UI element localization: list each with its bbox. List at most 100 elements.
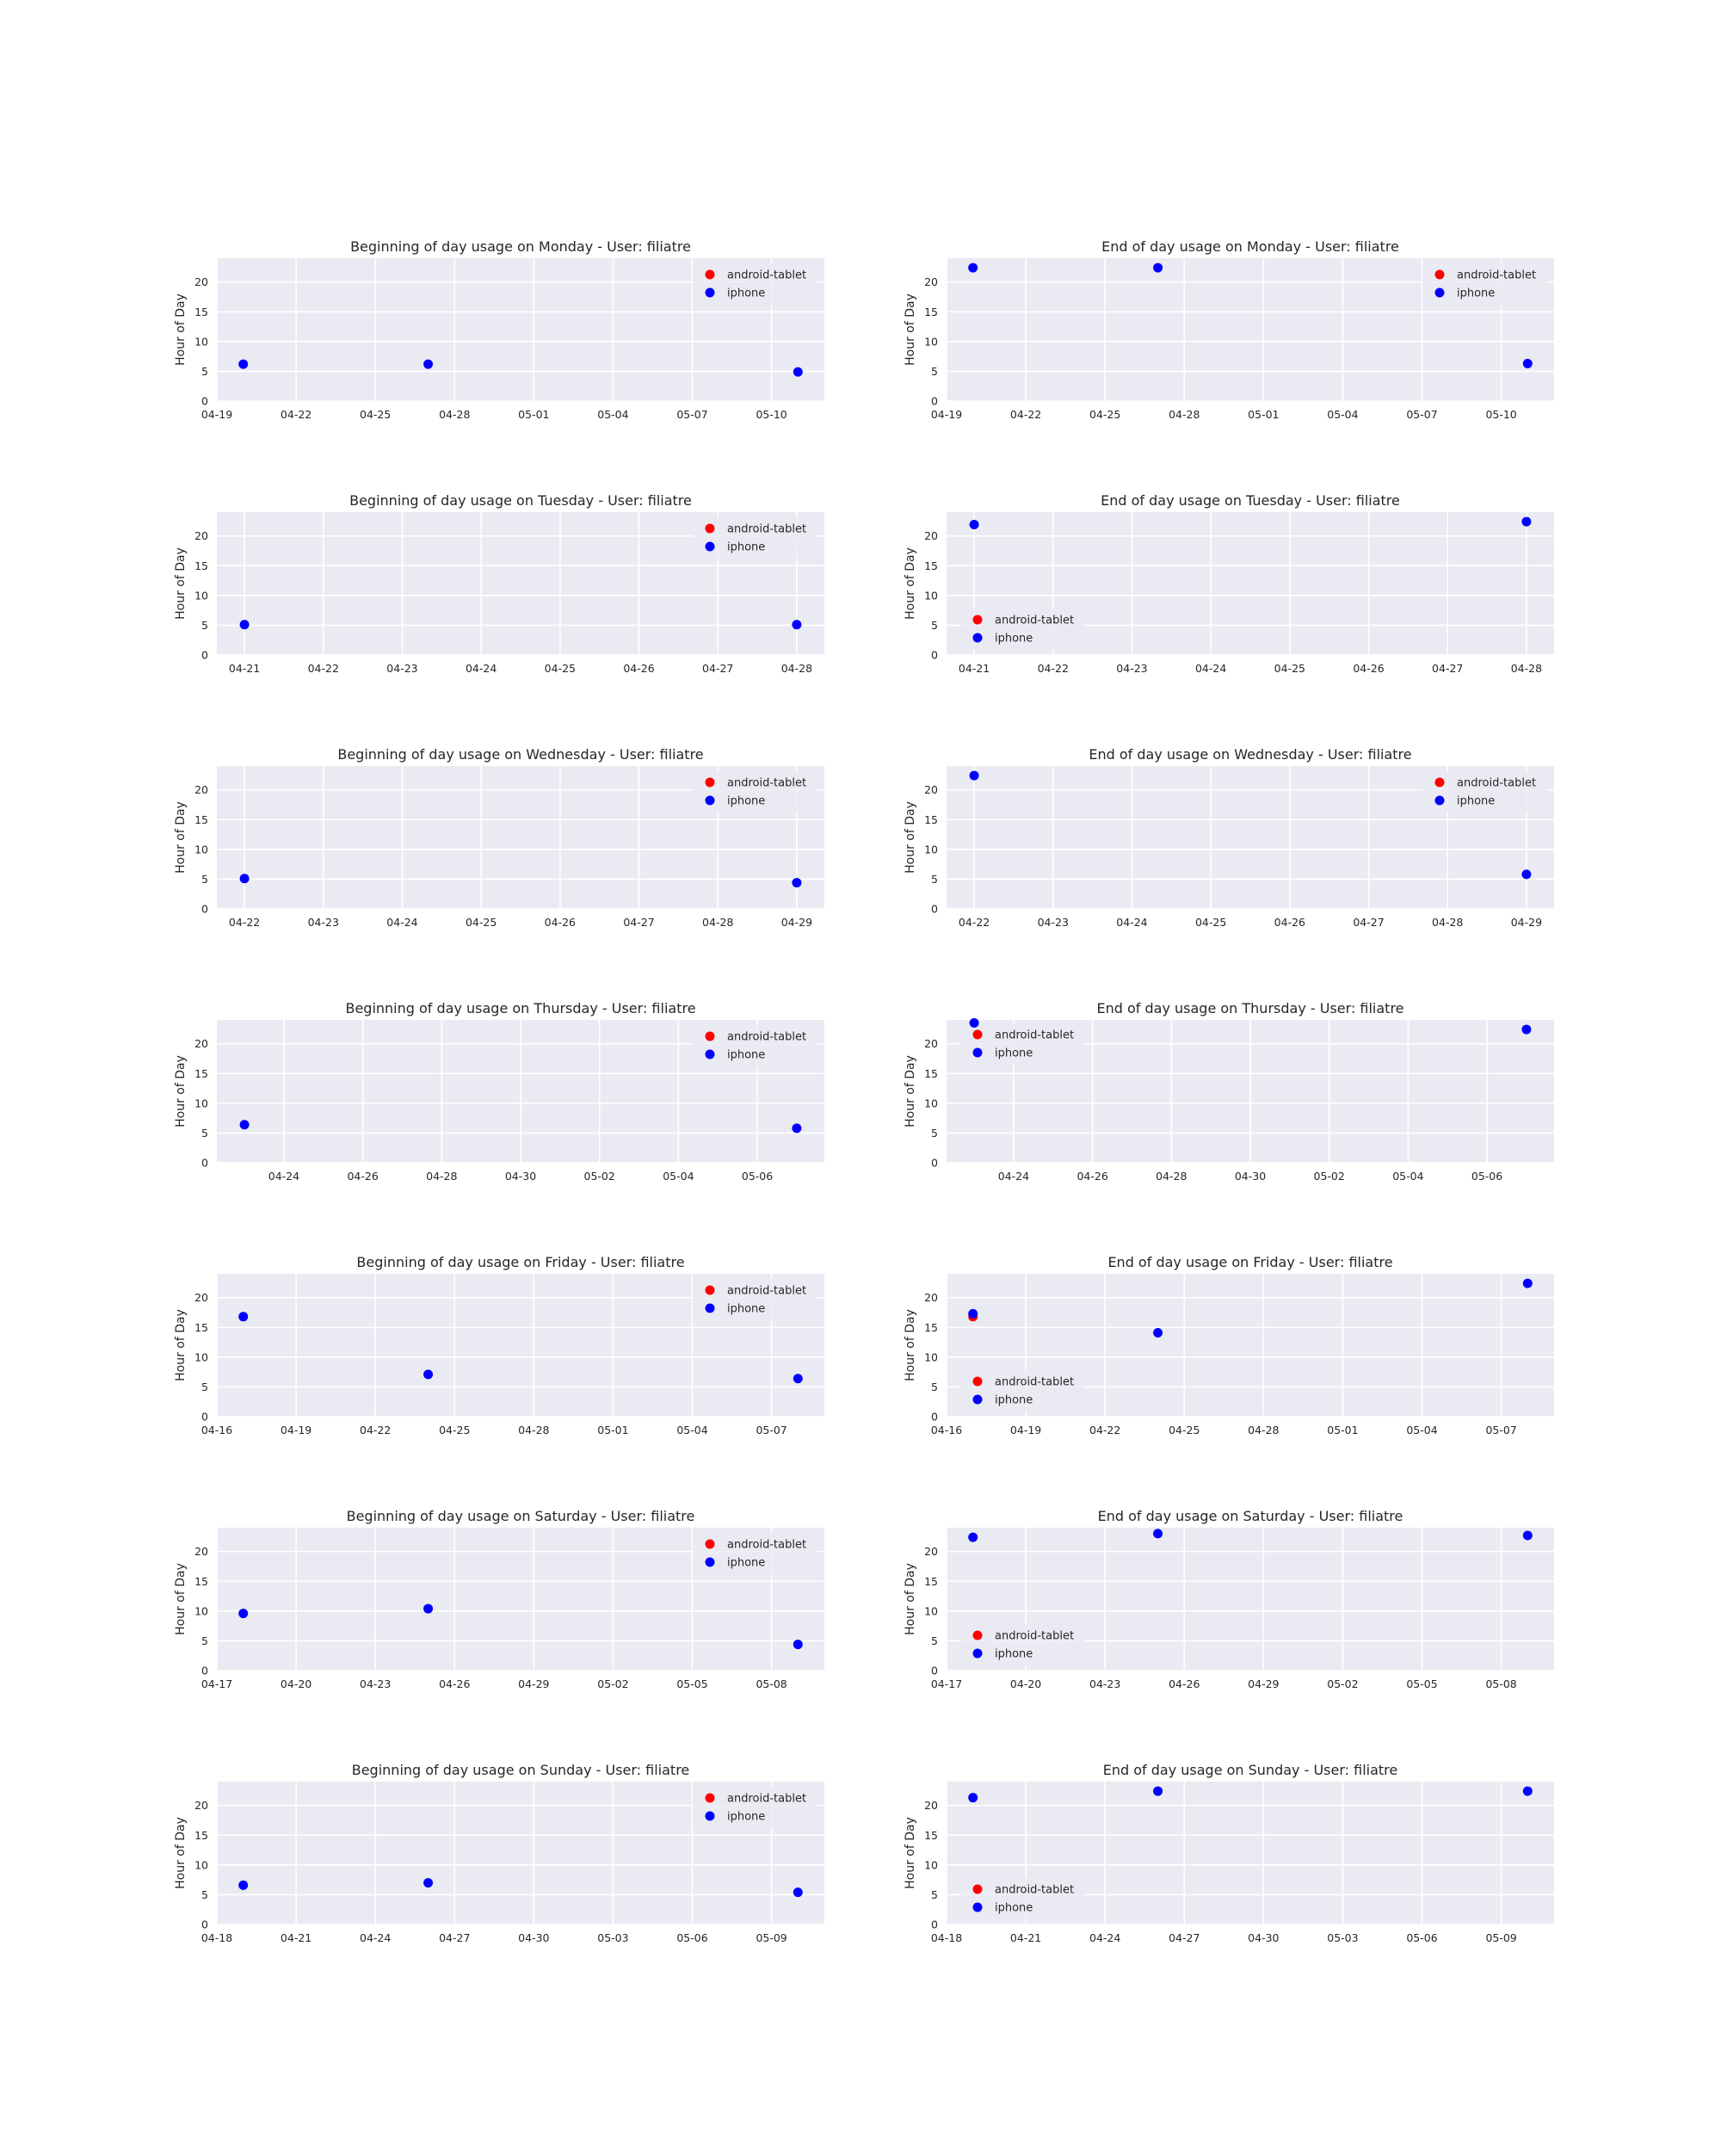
x-tick-label: 04-21 [959,662,990,675]
x-tick-label: 04-30 [505,1170,536,1183]
x-tick-label: 04-24 [386,916,417,929]
y-tick-label: 5 [931,873,938,886]
subplot-title: End of day usage on Thursday - User: fil… [1096,1000,1403,1016]
legend-label-android-tablet: android-tablet [727,1285,806,1298]
x-tick-label: 05-06 [1471,1170,1502,1183]
legend-box [693,1533,817,1574]
x-tick-label: 04-29 [518,1677,549,1690]
y-tick-label: 5 [201,1634,208,1647]
x-tick-label: 04-26 [623,662,654,675]
point-iphone [793,1640,803,1650]
y-tick-label: 15 [924,1829,938,1842]
y-tick-label: 10 [924,843,938,856]
y-tick-label: 0 [931,1665,938,1677]
x-tick-label: 04-26 [347,1170,378,1183]
x-tick-label: 04-25 [1274,662,1305,675]
legend-marker-iphone [705,1557,715,1567]
point-iphone [1522,1278,1533,1288]
x-tick-label: 04-18 [931,1931,962,1944]
x-tick-label: 05-09 [1485,1931,1516,1944]
x-tick-label: 04-22 [360,1424,391,1436]
point-iphone [793,1374,803,1384]
y-tick-label: 15 [924,813,938,826]
legend-label-iphone: iphone [727,1557,765,1570]
legend-box [693,263,817,305]
x-tick-label: 04-19 [1010,1424,1041,1436]
x-tick-label: 04-29 [781,916,812,929]
x-tick-label: 05-02 [1314,1170,1345,1183]
y-tick-label: 20 [924,1799,938,1812]
x-tick-label: 04-26 [1353,662,1384,675]
x-tick-label: 04-16 [201,1424,232,1436]
y-tick-label: 0 [931,649,938,662]
x-tick-label: 05-04 [676,1424,707,1436]
x-tick-label: 04-26 [439,1677,470,1690]
legend-label-iphone: iphone [1457,795,1495,808]
legend-box [1422,771,1547,812]
x-tick-label: 04-25 [1195,916,1226,929]
y-tick-label: 20 [194,1291,208,1304]
subplot-title: Beginning of day usage on Friday - User:… [356,1254,684,1270]
y-tick-label: 10 [194,335,208,348]
point-iphone [793,1887,803,1898]
x-tick-label: 04-25 [1169,1424,1200,1436]
y-axis-label: Hour of Day [174,293,188,366]
y-tick-label: 10 [194,1350,208,1363]
y-tick-label: 15 [924,306,938,318]
y-tick-label: 20 [194,1799,208,1812]
x-tick-label: 04-27 [623,916,654,929]
x-tick-label: 04-24 [998,1170,1029,1183]
x-tick-label: 04-17 [931,1677,962,1690]
y-tick-label: 20 [924,275,938,288]
x-tick-label: 05-04 [1392,1170,1423,1183]
y-tick-label: 0 [931,1411,938,1424]
y-tick-label: 20 [924,1037,938,1050]
legend-label-iphone: iphone [995,633,1033,646]
x-tick-label: 05-03 [1327,1931,1358,1944]
x-tick-label: 04-25 [466,916,497,929]
y-tick-label: 10 [194,1604,208,1617]
legend-marker-iphone [705,541,715,552]
legend-box [960,1624,1085,1665]
x-tick-label: 04-24 [360,1931,391,1944]
y-tick-label: 20 [194,275,208,288]
x-tick-label: 04-24 [268,1170,299,1183]
legend-label-android-tablet: android-tablet [1457,777,1536,790]
x-tick-label: 04-27 [702,662,733,675]
subplot-7: 0 5 10 15 20 04-24 04-26 04-28 04-30 05-02 05-04 05… [174,1000,824,1183]
subplot-title: End of day usage on Tuesday - User: fili… [1101,492,1400,509]
y-tick-label: 0 [201,1665,208,1677]
x-tick-label: 05-08 [756,1677,786,1690]
y-tick-label: 5 [201,873,208,886]
x-tick-label: 04-26 [1076,1170,1107,1183]
x-tick-label: 05-05 [676,1677,707,1690]
point-iphone [238,359,249,369]
point-iphone [1522,1530,1533,1541]
x-tick-label: 05-02 [584,1170,615,1183]
legend-box [960,1370,1085,1412]
x-tick-label: 05-06 [676,1931,707,1944]
point-iphone [969,520,979,530]
y-tick-label: 5 [201,619,208,632]
x-tick-label: 05-01 [518,408,549,421]
y-tick-label: 0 [201,1157,208,1170]
legend-marker-android-tablet [972,1884,983,1894]
y-tick-label: 0 [931,903,938,916]
subplot-title: Beginning of day usage on Monday - User:… [350,238,691,255]
x-tick-label: 04-26 [545,916,576,929]
subplot-9: 0 5 10 15 20 04-16 04-19 04-22 04-25 04-28 05-01 05… [174,1254,824,1436]
y-tick-label: 10 [924,1858,938,1871]
y-tick-label: 15 [194,813,208,826]
legend: android-tablet iphone [960,1624,1085,1665]
legend-marker-android-tablet [972,1376,983,1387]
x-tick-label: 05-07 [1406,408,1437,421]
y-axis-label: Hour of Day [174,547,188,620]
legend-label-iphone: iphone [995,1394,1033,1407]
point-iphone [1522,358,1533,368]
legend-marker-iphone [705,1049,715,1059]
x-tick-label: 05-10 [1485,408,1516,421]
subplot-13: 0 5 10 15 20 04-18 04-21 04-24 04-27 04-30 05-03 05… [174,1762,824,1944]
y-tick-label: 10 [194,1858,208,1871]
x-tick-label: 05-04 [1406,1424,1437,1436]
